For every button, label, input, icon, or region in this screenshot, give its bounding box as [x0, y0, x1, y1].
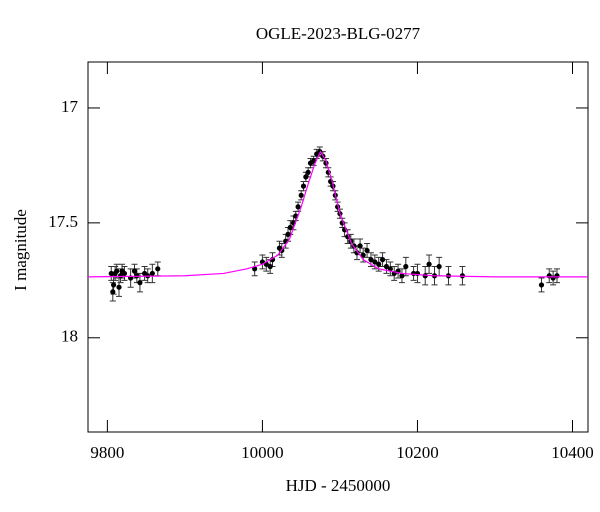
data-point — [110, 282, 117, 288]
data-point — [310, 158, 317, 164]
data-point — [354, 250, 360, 256]
data-point — [285, 231, 291, 237]
data-point — [376, 261, 382, 267]
plot-frame — [87, 61, 589, 433]
data-point — [379, 257, 386, 263]
chart-title: OGLE-2023-BLG-0277 — [256, 24, 421, 43]
x-tick-label: 10400 — [551, 443, 594, 462]
data-point — [383, 263, 390, 270]
data-point — [554, 273, 560, 279]
data-point — [426, 261, 432, 267]
data-point — [116, 284, 122, 290]
x-tick-label: 10000 — [241, 443, 284, 462]
data-point — [155, 266, 161, 272]
data-point — [121, 270, 128, 277]
data-point — [364, 247, 370, 254]
data-point — [149, 270, 155, 277]
data-point — [295, 204, 301, 210]
y-tick-label: 17.5 — [48, 212, 78, 231]
data-point — [300, 183, 307, 189]
data-point — [360, 252, 366, 258]
data-point — [436, 263, 442, 270]
x-tick-label: 9800 — [90, 443, 124, 462]
data-point — [303, 174, 309, 180]
data-point — [298, 192, 304, 198]
data-point — [305, 169, 311, 175]
data-point — [267, 263, 273, 270]
data-point — [372, 259, 378, 265]
y-tick-label: 18 — [61, 327, 78, 346]
data-point — [357, 243, 363, 249]
data-point — [368, 257, 374, 263]
data-point — [387, 266, 393, 272]
x-axis-label: HJD - 2450000 — [286, 476, 391, 495]
data-point — [137, 280, 143, 286]
data-point — [287, 224, 293, 231]
data-point — [538, 282, 545, 288]
x-tick-label: 10200 — [396, 443, 439, 462]
data-point — [131, 268, 138, 274]
data-point — [108, 270, 114, 277]
data-point — [114, 268, 120, 274]
y-axis-label: I magnitude — [11, 209, 30, 291]
data-point — [399, 273, 405, 279]
y-tick-label: 17 — [61, 97, 79, 116]
data-point — [403, 263, 409, 270]
model-curve — [87, 150, 588, 278]
data-point — [110, 289, 116, 295]
